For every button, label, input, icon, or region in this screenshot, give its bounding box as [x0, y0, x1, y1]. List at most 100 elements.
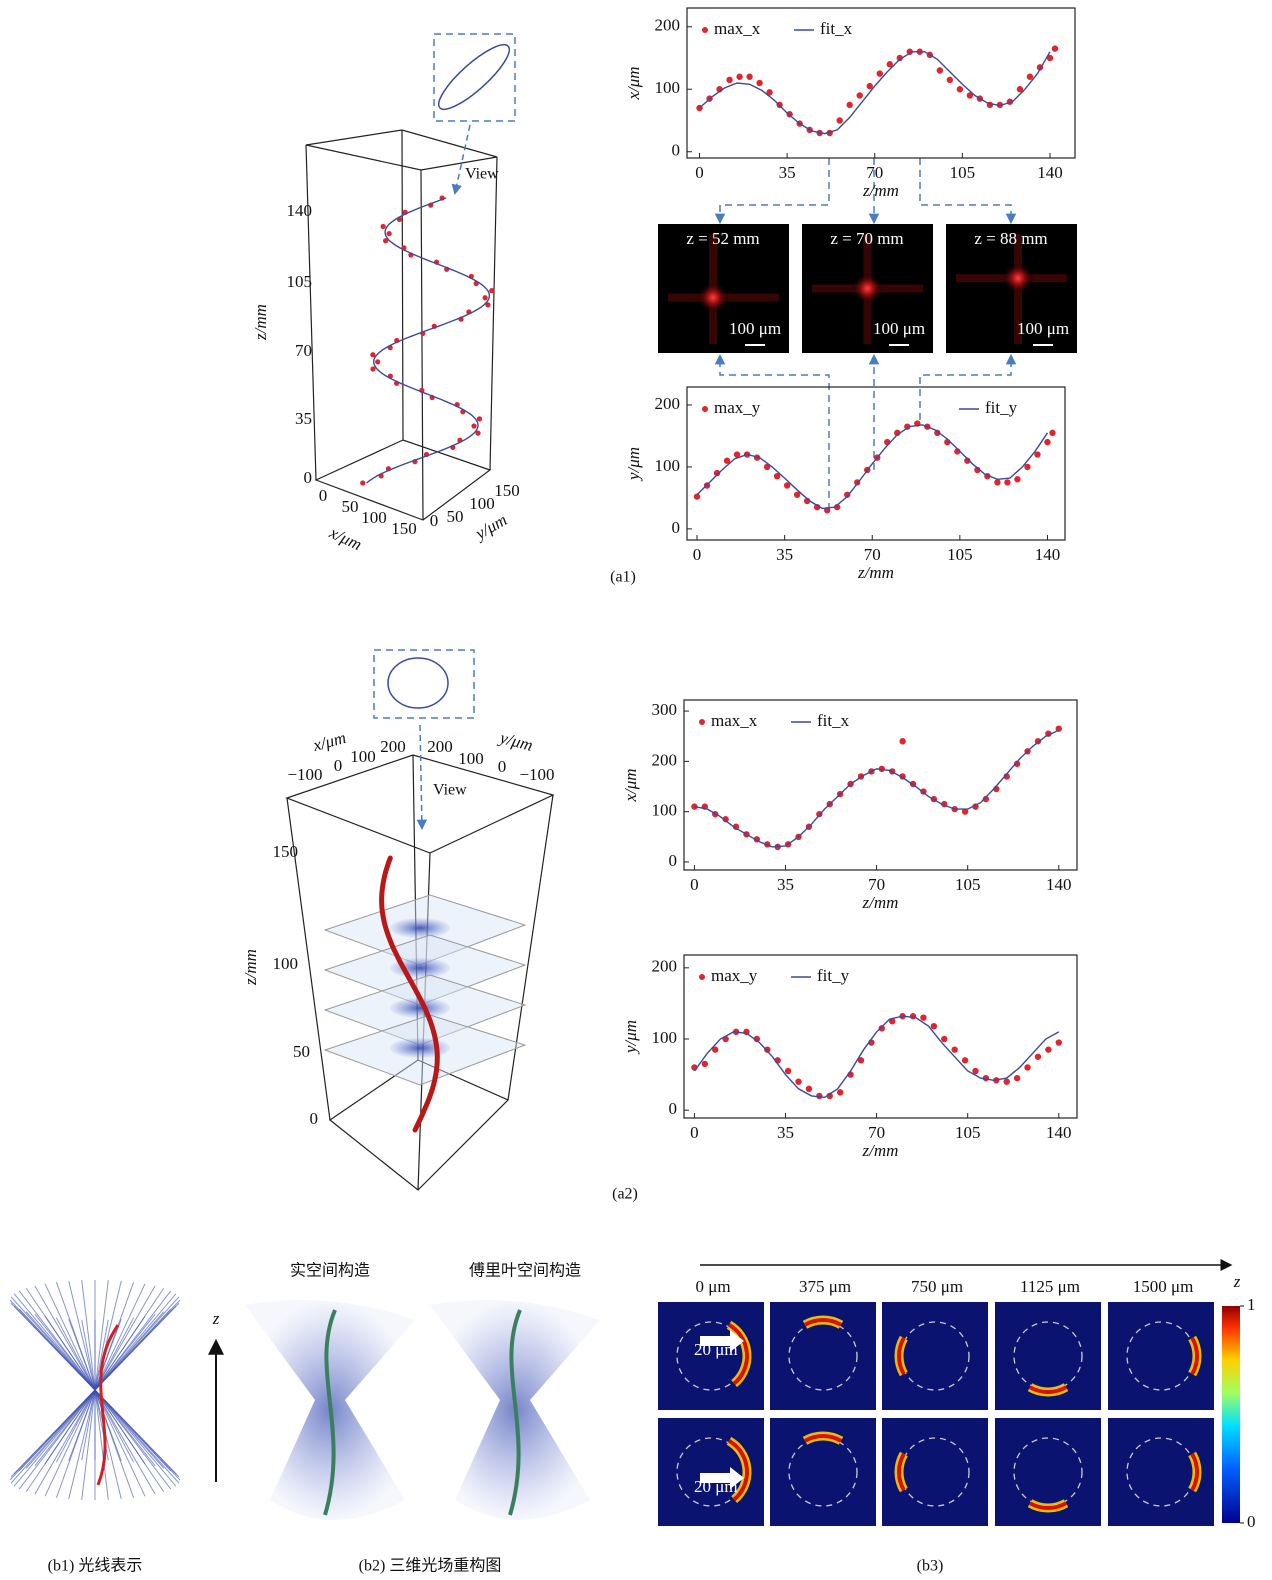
x-tick-label: 140	[1046, 1123, 1072, 1142]
data-point	[1024, 464, 1030, 470]
z-tick-label: 150	[273, 842, 299, 861]
panel-title: 实空间构造	[290, 1262, 370, 1280]
data-point	[1045, 1046, 1051, 1052]
data-point	[994, 479, 1000, 485]
z-axis-label: z/mm	[251, 304, 270, 341]
legend-label: fit_y	[817, 966, 850, 985]
legend-label: fit_x	[820, 19, 853, 38]
data-point	[941, 1036, 947, 1042]
legend-swatch	[702, 27, 708, 33]
x-tick-label: 0	[319, 486, 328, 505]
legend-swatch	[699, 974, 705, 980]
data-point	[962, 1057, 968, 1063]
z-tick-label: 35	[295, 409, 312, 428]
x-tick-label: 0	[690, 875, 699, 894]
y-tick-label: 100	[469, 494, 495, 513]
y-axis-label: y/μm	[621, 1020, 640, 1055]
data-point	[836, 117, 842, 123]
panel-title: 傅里叶空间构造	[469, 1262, 581, 1280]
y-tick-label: 100	[458, 749, 484, 768]
data-point	[1049, 430, 1055, 436]
y-tick-label: 200	[652, 957, 678, 976]
y-tick-label: 200	[655, 16, 681, 35]
legend-label: max_x	[711, 711, 758, 730]
y-tick-label: 100	[655, 78, 681, 97]
position-label: 0 μm	[695, 1277, 730, 1296]
x-tick-label: 105	[950, 163, 976, 182]
data-point	[726, 77, 732, 83]
data-point	[931, 1023, 937, 1029]
slice-planes	[325, 895, 525, 1085]
y-tick-label: 50	[447, 507, 464, 526]
field-maps: 0 μm375 μm750 μm1125 μm1500 μm20 μm20 μm…	[658, 1277, 1256, 1531]
data-point	[957, 86, 963, 92]
x-axis-label: z/mm	[862, 1141, 899, 1160]
trajectory-dot	[381, 224, 386, 229]
position-label: 1500 μm	[1133, 1277, 1194, 1296]
view-arrow	[420, 725, 422, 828]
inset-circle	[388, 658, 448, 708]
x-tick-label: 35	[776, 545, 793, 564]
data-point	[937, 67, 943, 73]
y-tick-label: 0	[669, 1099, 678, 1118]
x-tick-label: 0	[695, 163, 704, 182]
data-point	[1027, 74, 1033, 80]
y-tick-label: 0	[669, 851, 678, 870]
z-tick-label: 0	[310, 1109, 319, 1128]
x-tick-label: 35	[779, 163, 796, 182]
data-point	[837, 1089, 843, 1095]
x-tick-label: 140	[1035, 545, 1061, 564]
fit-line	[700, 52, 1051, 134]
slice-spot	[852, 273, 884, 305]
caption: (a2)	[612, 1186, 638, 1203]
trajectory-dot	[375, 359, 380, 364]
x-tick-label: 70	[866, 163, 883, 182]
data-point	[947, 77, 953, 83]
box-3d	[306, 130, 497, 520]
trajectory-dot	[387, 231, 392, 236]
reconstruction	[245, 1300, 600, 1520]
x-tick-label: 0	[693, 545, 702, 564]
data-point	[1004, 1078, 1010, 1084]
data-point	[1014, 476, 1020, 482]
z-axis-label: z/mm	[241, 949, 260, 986]
trajectory-dot	[471, 423, 476, 428]
fit-line	[697, 425, 1048, 509]
x-tick-label: 200	[380, 737, 406, 756]
data-point	[910, 1013, 916, 1019]
x-tick-label: 105	[955, 875, 981, 894]
x-tick-label: 140	[1037, 163, 1063, 182]
slice-label: z = 88 mm	[974, 229, 1047, 248]
x-tick-label: 70	[868, 1123, 885, 1142]
y-tick-label: 0	[672, 141, 681, 160]
x-axis-label: z/mm	[857, 563, 894, 582]
data-point	[1035, 1054, 1041, 1060]
view-arrow	[455, 125, 470, 193]
data-point	[847, 102, 853, 108]
data-point	[1056, 1039, 1062, 1045]
x-tick-label: 150	[391, 519, 417, 538]
x-axis-label: x/μm	[310, 728, 348, 755]
fit-line	[694, 1016, 1058, 1097]
data-point	[1014, 1075, 1020, 1081]
data-point	[1034, 451, 1040, 457]
x-axis-label: x/μm	[326, 523, 365, 555]
data-point	[806, 1086, 812, 1092]
scale-label: 100 μm	[729, 319, 781, 338]
ray-diagram	[10, 1280, 180, 1500]
y-tick-label: 0	[498, 757, 507, 776]
y-axis-label: x/μm	[621, 768, 640, 802]
trajectory	[360, 195, 494, 485]
z-tick-label: 70	[295, 341, 312, 360]
x-tick-label: 100	[350, 747, 376, 766]
z-tick-label: 140	[287, 201, 313, 220]
trajectory-dot	[360, 480, 365, 485]
inset-ellipse	[431, 37, 517, 118]
y-axis-label: x/μm	[624, 66, 643, 100]
slice-spot	[1002, 262, 1034, 294]
y-tick-label: −100	[519, 765, 554, 784]
x-axis-label: z/mm	[862, 893, 899, 912]
caption: (b3)	[917, 1558, 944, 1575]
caption: (b2) 三维光场重构图	[359, 1557, 502, 1575]
